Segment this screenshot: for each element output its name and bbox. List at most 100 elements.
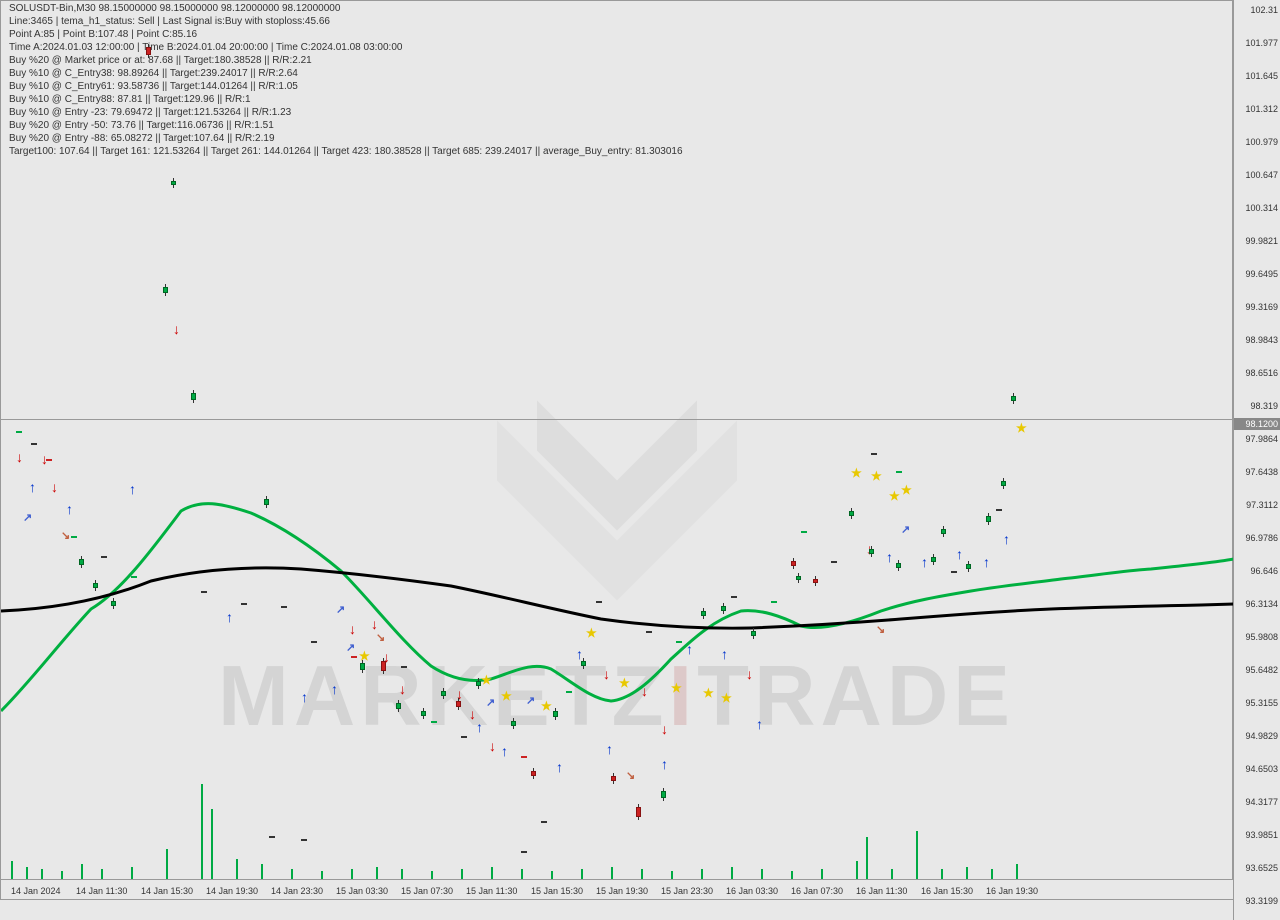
- buy-arrow: ↑: [501, 743, 508, 759]
- y-axis-label: 94.6503: [1234, 764, 1278, 774]
- signal-star: ★: [541, 699, 552, 713]
- tick-mark: [996, 509, 1002, 511]
- volume-bar: [376, 867, 378, 879]
- buy-arrow: ↑: [29, 479, 36, 495]
- info-line: Buy %10 @ C_Entry38: 98.89264 || Target:…: [9, 68, 298, 79]
- y-axis-label: 97.9864: [1234, 434, 1278, 444]
- tick-mark: [831, 561, 837, 563]
- y-axis-label: 93.3199: [1234, 896, 1278, 906]
- volume-bar: [26, 867, 28, 879]
- y-axis-label: 101.977: [1234, 38, 1278, 48]
- tick-mark: [269, 836, 275, 838]
- buy-arrow: ↑: [686, 641, 693, 657]
- buy-arrow: ↑: [721, 646, 728, 662]
- x-axis: 14 Jan 202414 Jan 11:3014 Jan 15:3014 Ja…: [1, 879, 1234, 899]
- chart-title: SOLUSDT-Bin,M30 98.15000000 98.15000000 …: [9, 3, 340, 14]
- buy-arrow: ↑: [576, 646, 583, 662]
- x-axis-label: 15 Jan 19:30: [596, 886, 648, 896]
- watermark-logo: [437, 341, 797, 706]
- sell-arrow: ↓: [51, 479, 58, 495]
- signal-star: ★: [619, 676, 630, 690]
- x-axis-label: 14 Jan 2024: [11, 886, 61, 896]
- signal-star: ★: [703, 686, 714, 700]
- tick-mark: [596, 601, 602, 603]
- volume-bar: [291, 869, 293, 879]
- y-axis-label: 94.9829: [1234, 731, 1278, 741]
- y-axis-label: 100.647: [1234, 170, 1278, 180]
- volume-bar: [701, 869, 703, 879]
- buy-arrow: ↑: [301, 689, 308, 705]
- y-axis-label: 93.6525: [1234, 863, 1278, 873]
- info-line: Target100: 107.64 || Target 161: 121.532…: [9, 146, 683, 157]
- y-axis-label: 94.3177: [1234, 797, 1278, 807]
- sell-arrow: ↓: [349, 621, 356, 637]
- buy-arrow: ↑: [556, 759, 563, 775]
- volume-bar: [401, 869, 403, 879]
- volume-bar: [11, 861, 13, 879]
- buy-arrow: ↑: [129, 481, 136, 497]
- buy-arrow: ↑: [476, 719, 483, 735]
- volume-bar: [866, 837, 868, 879]
- buy-arrow: ↑: [921, 554, 928, 570]
- volume-bar: [671, 871, 673, 879]
- volume-bar: [941, 869, 943, 879]
- y-axis: 102.31101.977101.645101.312100.979100.64…: [1233, 0, 1280, 920]
- volume-bar: [201, 784, 203, 879]
- x-axis-label: 15 Jan 07:30: [401, 886, 453, 896]
- sell-arrow: ↓: [173, 321, 180, 337]
- info-line: Buy %10 @ C_Entry61: 93.58736 || Target:…: [9, 81, 298, 92]
- signal-star: ★: [889, 489, 900, 503]
- tick-mark: [521, 851, 527, 853]
- tick-mark: [31, 443, 37, 445]
- tick-mark: [241, 603, 247, 605]
- volume-bar: [731, 867, 733, 879]
- outline-arrow-up: ↗: [23, 511, 32, 524]
- tick-mark: [281, 606, 287, 608]
- signal-star: ★: [501, 689, 512, 703]
- sell-arrow: ↓: [641, 683, 648, 699]
- buy-arrow: ↑: [331, 681, 338, 697]
- outline-arrow-up: ↗: [901, 523, 910, 536]
- info-line: Buy %10 @ Entry -23: 79.69472 || Target:…: [9, 107, 291, 118]
- outline-arrow-down: ↘: [61, 529, 70, 542]
- tick-mark: [46, 459, 52, 461]
- y-axis-label: 97.3112: [1234, 500, 1278, 510]
- buy-arrow: ↑: [66, 501, 73, 517]
- y-axis-label: 100.979: [1234, 137, 1278, 147]
- buy-arrow: ↑: [956, 546, 963, 562]
- signal-star: ★: [671, 681, 682, 695]
- x-axis-label: 15 Jan 11:30: [466, 886, 517, 896]
- x-axis-label: 14 Jan 23:30: [271, 886, 323, 896]
- tick-mark: [311, 641, 317, 643]
- tick-mark: [801, 531, 807, 533]
- y-axis-label: 101.645: [1234, 71, 1278, 81]
- volume-bar: [351, 869, 353, 879]
- info-line: Point A:85 | Point B:107.48 | Point C:85…: [9, 29, 197, 40]
- signal-star: ★: [1016, 421, 1027, 435]
- volume-bar: [461, 869, 463, 879]
- volume-bar: [611, 867, 613, 879]
- volume-bar: [521, 869, 523, 879]
- outline-arrow-down: ↘: [376, 631, 385, 644]
- tick-mark: [16, 431, 22, 433]
- buy-arrow: ↑: [756, 716, 763, 732]
- volume-bar: [581, 869, 583, 879]
- sell-arrow: ↓: [489, 738, 496, 754]
- y-axis-label: 97.6438: [1234, 467, 1278, 477]
- volume-bar: [101, 869, 103, 879]
- outline-arrow-down: ↘: [876, 623, 885, 636]
- tick-mark: [201, 591, 207, 593]
- current-price-line: [1, 419, 1234, 420]
- buy-arrow: ↑: [983, 554, 990, 570]
- volume-bar: [261, 864, 263, 879]
- tick-mark: [301, 839, 307, 841]
- signal-star: ★: [901, 483, 912, 497]
- volume-bar: [641, 869, 643, 879]
- tick-mark: [101, 556, 107, 558]
- volume-bar: [41, 869, 43, 879]
- y-axis-label: 96.646: [1234, 566, 1278, 576]
- info-line: Time A:2024.01.03 12:00:00 | Time B:2024…: [9, 42, 402, 53]
- chart-area[interactable]: MARKETZITRADE SOLUSDT-Bin,M30 98.1500000…: [0, 0, 1233, 900]
- tick-mark: [731, 596, 737, 598]
- signal-star: ★: [721, 691, 732, 705]
